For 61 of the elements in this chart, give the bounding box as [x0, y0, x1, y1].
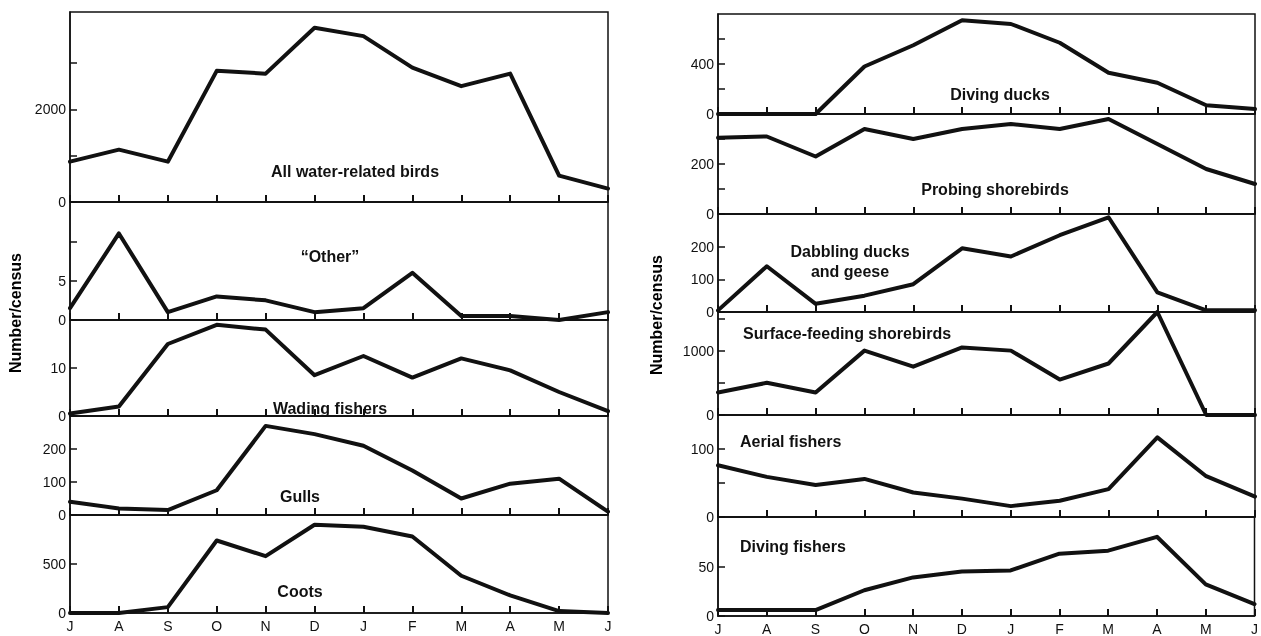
- y-axis-title: Number/census: [7, 252, 25, 373]
- y-tick-label: 0: [58, 194, 67, 210]
- y-tick-label: 0: [706, 106, 715, 122]
- y-tick-label: 0: [706, 509, 715, 525]
- x-tick-label: M: [455, 618, 468, 634]
- x-tick-label: O: [858, 621, 870, 636]
- text: Probing shorebirds: [921, 180, 1069, 198]
- text: Diving ducks: [950, 85, 1050, 103]
- y-tick-label: 0: [706, 407, 715, 423]
- y-axis-title: Number/census: [648, 254, 666, 376]
- y-tick-label: 200: [42, 441, 67, 457]
- x-tick-label: O: [211, 618, 223, 634]
- x-tick-label: S: [163, 618, 173, 634]
- text: Gulls: [279, 487, 321, 505]
- y-tick-label: 10: [50, 360, 67, 376]
- y-tick-label: 0: [58, 312, 67, 328]
- x-tick-label: J: [1251, 621, 1258, 636]
- x-tick-label: A: [114, 618, 125, 634]
- y-tick-label: 50: [698, 558, 715, 575]
- text: Wading fishers: [272, 399, 388, 417]
- y-tick-label: 100: [42, 474, 67, 490]
- text: Coots: [277, 582, 323, 600]
- y-tick-label: 0: [706, 304, 715, 320]
- x-tick-label: A: [505, 618, 516, 634]
- x-tick-label: D: [956, 621, 967, 636]
- x-tick-label: J: [1007, 621, 1015, 636]
- y-tick-label: 400: [690, 56, 715, 72]
- y-tick-label: 1000: [682, 342, 715, 359]
- text: Surface-feeding shorebirds: [743, 324, 952, 342]
- y-tick-label: 200: [690, 156, 715, 172]
- y-tick-label: 0: [706, 206, 715, 222]
- y-tick-label: 500: [42, 556, 67, 572]
- text: Aerial fishers: [740, 432, 842, 450]
- y-tick-label: 100: [690, 271, 715, 288]
- x-tick-label: J: [604, 618, 612, 634]
- x-tick-label: J: [359, 618, 367, 634]
- text: Diving fishers: [740, 537, 846, 555]
- x-tick-label: M: [1199, 621, 1212, 636]
- x-tick-label: M: [553, 618, 565, 634]
- y-tick-label: 2000: [34, 101, 67, 118]
- y-tick-label: 5: [58, 272, 67, 289]
- text: “Other”: [300, 247, 360, 265]
- x-tick-label: J: [66, 618, 74, 634]
- text: Dabbling ducks and geese: [790, 242, 910, 280]
- y-tick-label: 0: [58, 605, 67, 621]
- y-tick-label: 0: [706, 608, 715, 624]
- x-tick-label: M: [1102, 621, 1115, 636]
- x-tick-label: F: [1055, 621, 1064, 636]
- x-tick-label: N: [908, 621, 919, 636]
- x-tick-label: A: [762, 621, 773, 636]
- x-tick-label: S: [810, 621, 821, 636]
- x-tick-label: N: [260, 618, 271, 634]
- text: All water-related birds: [270, 162, 440, 180]
- x-tick-label: J: [714, 621, 722, 636]
- x-tick-label: D: [309, 618, 320, 634]
- y-tick-label: 100: [690, 441, 715, 457]
- y-tick-label: 200: [690, 238, 715, 255]
- x-tick-label: F: [408, 618, 417, 634]
- x-tick-label: A: [1152, 621, 1163, 636]
- y-tick-label: 0: [58, 408, 67, 424]
- y-tick-label: 0: [58, 507, 67, 523]
